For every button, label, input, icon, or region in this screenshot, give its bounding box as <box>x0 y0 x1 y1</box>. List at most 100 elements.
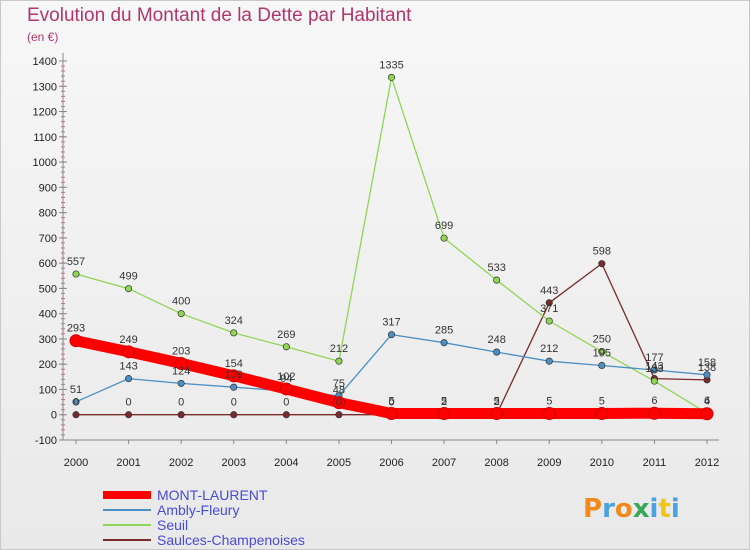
data-labels: 0 0 0 0 0 0 0 2 2 443 598 143 138 557 499 400 324 269 212 1… <box>67 59 716 408</box>
x-tick-label: 2012 <box>695 457 719 469</box>
data-point <box>125 411 133 419</box>
data-point <box>72 398 80 406</box>
logo-letter: t <box>658 494 670 524</box>
data-label: 5 <box>599 395 605 407</box>
data-label: 6 <box>651 395 657 407</box>
data-label: 177 <box>645 352 663 364</box>
data-label: 5 <box>494 395 500 407</box>
data-point <box>174 356 188 370</box>
y-tick-label: 600 <box>39 258 57 270</box>
data-label: 248 <box>487 334 505 346</box>
data-label: 0 <box>336 397 342 409</box>
data-label: 324 <box>225 315 243 327</box>
data-point <box>545 299 553 307</box>
data-point <box>440 234 448 242</box>
svg-text:Proxiti: Proxiti <box>583 494 680 524</box>
y-tick-label: 1100 <box>33 132 57 144</box>
data-point <box>650 366 658 374</box>
data-label: 124 <box>172 365 190 377</box>
data-point <box>230 411 238 419</box>
x-tick-label: 2008 <box>484 457 508 469</box>
data-point <box>387 331 396 339</box>
data-point <box>122 345 136 359</box>
x-tick-label: 2000 <box>64 457 88 469</box>
data-point <box>385 406 398 420</box>
chart-subtitle: (en €) <box>27 30 59 44</box>
data-label: 0 <box>283 397 289 409</box>
chart-title: Evolution du Montant de la Dette par Hab… <box>27 5 412 26</box>
data-point <box>279 382 293 396</box>
data-label: 51 <box>70 384 82 396</box>
data-point <box>387 73 396 81</box>
data-label: 533 <box>487 262 505 274</box>
logo-letter: o <box>615 494 633 524</box>
data-label: 212 <box>540 343 558 355</box>
y-tick-label: -100 <box>35 435 57 447</box>
proxiti-logo: Proxiti <box>583 494 680 524</box>
data-point <box>177 379 185 387</box>
data-point <box>490 406 504 420</box>
data-point <box>282 343 290 351</box>
data-point <box>598 361 606 370</box>
legend-label: Saulces-Champenoises <box>157 532 305 548</box>
x-tick-label: 2010 <box>590 457 614 469</box>
y-tick-label: 1000 <box>33 157 57 169</box>
data-point <box>72 270 80 278</box>
data-label: 5 <box>546 395 552 407</box>
data-label: 5 <box>388 395 394 407</box>
data-point <box>177 411 185 419</box>
y-tick-label: 1200 <box>33 107 57 119</box>
data-label: 75 <box>333 378 345 390</box>
y-tick-label: 100 <box>39 384 57 396</box>
data-label: 6 <box>704 395 710 407</box>
data-point <box>598 260 606 268</box>
data-label: 0 <box>178 397 184 409</box>
data-point <box>335 357 343 365</box>
series-line-3 <box>75 262 708 416</box>
data-label: 285 <box>435 325 453 337</box>
data-label: 94 <box>280 373 292 385</box>
data-label: 269 <box>277 329 295 341</box>
y-tick-label: 500 <box>39 283 57 295</box>
data-label: 5 <box>441 395 447 407</box>
data-label: 0 <box>388 397 394 409</box>
series-lines <box>70 76 713 420</box>
x-tick-label: 2011 <box>643 457 667 469</box>
data-label: 0 <box>126 397 132 409</box>
y-tick-label: 900 <box>39 182 57 194</box>
data-label: 154 <box>225 358 243 370</box>
data-label: 143 <box>645 361 663 373</box>
data-point <box>545 317 553 325</box>
x-tick-label: 2002 <box>169 457 193 469</box>
data-label: 109 <box>225 369 243 381</box>
data-label: 212 <box>330 343 348 355</box>
x-tick-label: 2006 <box>379 457 403 469</box>
logo-letter: x <box>633 494 650 524</box>
data-label: 133 <box>645 363 663 375</box>
data-point <box>647 406 661 420</box>
y-tick-label: 700 <box>39 233 57 245</box>
data-label: 0 <box>73 397 79 409</box>
data-label: 557 <box>67 256 85 268</box>
data-label: 598 <box>593 246 611 258</box>
data-point <box>440 339 448 347</box>
series-line-1 <box>75 333 708 403</box>
data-label: 443 <box>540 285 558 297</box>
data-label: 249 <box>119 334 137 346</box>
data-point <box>542 406 556 420</box>
data-label: 203 <box>172 345 190 357</box>
data-label: 699 <box>435 220 453 232</box>
legend-label: Ambly-Fleury <box>157 502 239 518</box>
data-point <box>545 357 553 365</box>
data-point <box>282 411 290 419</box>
y-tick-label: 400 <box>39 309 57 321</box>
data-point <box>69 334 83 348</box>
data-label: 250 <box>593 334 611 346</box>
logo-letter: i <box>650 494 659 524</box>
data-label: 48 <box>333 385 345 397</box>
data-point <box>703 371 711 379</box>
data-point <box>125 285 133 293</box>
data-label: 143 <box>119 361 137 373</box>
